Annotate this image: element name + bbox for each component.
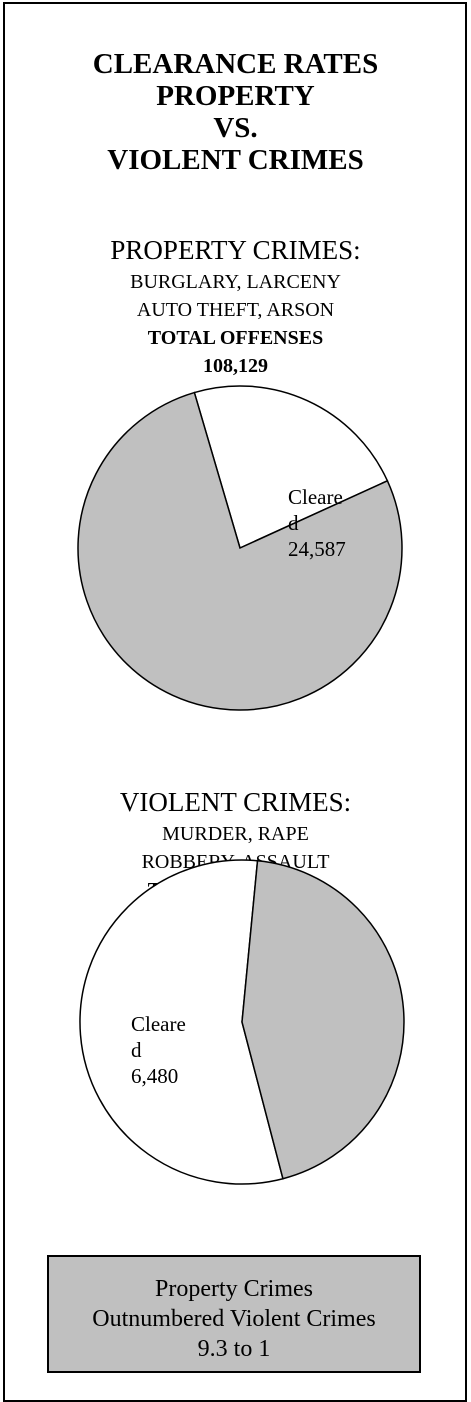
summary-box: Property Crimes Outnumbered Violent Crim… — [47, 1255, 421, 1373]
page-title: CLEARANCE RATES PROPERTY VS. VIOLENT CRI… — [0, 48, 471, 176]
violent-cleared-label-line-3: 6,480 — [131, 1064, 179, 1088]
property-pie-slice-cleared — [193, 385, 389, 550]
property-pie-slice-not-cleared — [77, 391, 403, 711]
property-cleared-label-line-1: Cleare — [288, 485, 343, 509]
summary-line-3: 9.3 to 1 — [197, 1336, 271, 1362]
violent-cleared-label: Cleare d 6,480 — [131, 1011, 186, 1089]
property-cleared-label-line-3: 24,587 — [288, 537, 346, 561]
violent-cleared-label-line-1: Cleare — [131, 1012, 186, 1036]
property-heading: PROPERTY CRIMES: — [110, 235, 361, 265]
violent-line-1: MURDER, RAPE — [162, 823, 309, 845]
title-line-4: VIOLENT CRIMES — [107, 144, 364, 176]
title-line-3: VS. — [213, 112, 258, 144]
summary-line-1: Property Crimes — [155, 1276, 313, 1302]
violent-cleared-label-line-2: d — [131, 1038, 142, 1062]
violent-heading: VIOLENT CRIMES: — [119, 787, 352, 817]
violent-pie-slice-not-cleared — [241, 859, 405, 1180]
property-total-value: 108,129 — [203, 355, 268, 377]
violent-pie-slice-cleared — [79, 859, 284, 1185]
property-line-2: AUTO THEFT, ARSON — [136, 299, 335, 321]
summary-line-2: Outnumbered Violent Crimes — [92, 1306, 376, 1332]
title-line-2: PROPERTY — [156, 80, 315, 112]
title-line-1: CLEARANCE RATES — [92, 48, 379, 80]
property-total-label: TOTAL OFFENSES — [147, 327, 324, 349]
property-cleared-label-line-2: d — [288, 511, 299, 535]
property-cleared-label: Cleare d 24,587 — [288, 484, 346, 562]
property-line-1: BURGLARY, LARCENY — [130, 271, 341, 293]
